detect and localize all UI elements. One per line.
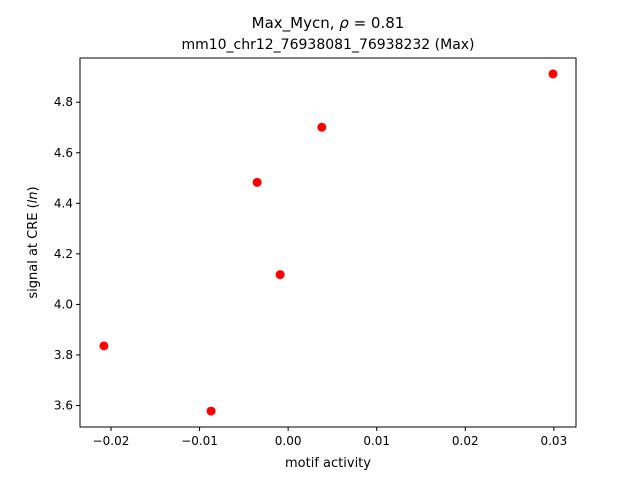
y-tick-label: 4.4 xyxy=(54,196,73,210)
y-tick-label: 4.8 xyxy=(54,95,73,109)
x-tick-label: 0.00 xyxy=(275,434,302,448)
plot-frame xyxy=(79,57,577,428)
data-point xyxy=(275,270,285,280)
x-tick-label: 0.02 xyxy=(452,434,479,448)
title-rho-symbol: ρ xyxy=(339,14,349,32)
x-tick-label: 0.03 xyxy=(540,434,567,448)
data-point xyxy=(317,122,327,132)
title-series-name: Max_Mycn, xyxy=(252,14,340,33)
chart-title-line2: mm10_chr12_76938081_76938232 (Max) xyxy=(181,37,474,53)
x-axis-label: motif activity xyxy=(285,456,371,471)
y-tick-label: 3.6 xyxy=(54,399,73,413)
x-tick-label: −0.01 xyxy=(181,434,218,448)
y-axis-label-italic: ln xyxy=(26,191,41,203)
x-tick-label: −0.02 xyxy=(93,434,130,448)
y-tick-label: 3.8 xyxy=(54,348,73,362)
axis-ticks: −0.02 −0.01 0.00 0.01 0.02 0.03 3.6 3.8 4.0 4.2 4.… xyxy=(54,95,567,448)
chart-title-line1: Max_Mycn, ρ = 0.81 xyxy=(252,14,405,33)
y-tick-label: 4.0 xyxy=(54,297,73,311)
data-points xyxy=(99,69,558,416)
y-tick-label: 4.2 xyxy=(54,247,73,261)
title-rho-value: = 0.81 xyxy=(349,14,405,32)
y-axis-label-suffix: ) xyxy=(26,186,41,191)
data-point xyxy=(99,341,109,351)
y-tick-label: 4.6 xyxy=(54,146,73,160)
data-point xyxy=(548,69,558,79)
x-tick-label: 0.01 xyxy=(363,434,390,448)
data-point xyxy=(252,177,262,187)
y-axis-label: signal at CRE (ln) xyxy=(26,186,41,298)
data-point xyxy=(206,406,216,416)
y-axis-label-prefix: signal at CRE ( xyxy=(26,203,41,298)
